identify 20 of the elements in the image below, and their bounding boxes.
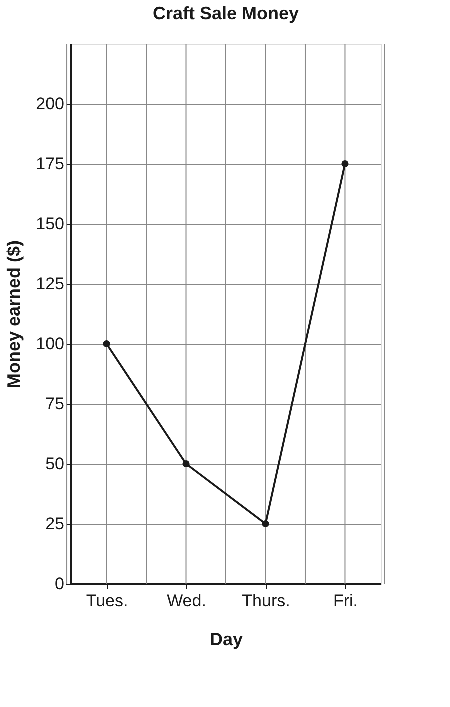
y-tick-label: 150 [36,214,64,234]
x-tick-label: Thurs. [242,592,290,610]
y-tick-label: 75 [46,394,64,414]
x-tick-label: Fri. [333,592,358,610]
chart-title: Craft Sale Money [152,4,300,24]
y-axis-title: Money earned ($) [4,240,24,389]
y-tick-label: 200 [36,94,64,114]
point [342,160,349,168]
y-tick-label: 25 [46,514,64,534]
x-tick-label: Wed. [167,592,206,610]
x-axis-title: Day [210,630,244,650]
x-tick-label: Tues. [86,592,128,610]
y-tick-label: 0 [55,574,64,594]
y-tick-label: 100 [36,334,64,354]
point [103,340,110,348]
y-tick-label: 125 [36,274,64,294]
point [262,520,270,528]
y-tick-label: 175 [36,154,64,174]
y-tick-label: 50 [46,454,64,474]
point [182,460,190,468]
